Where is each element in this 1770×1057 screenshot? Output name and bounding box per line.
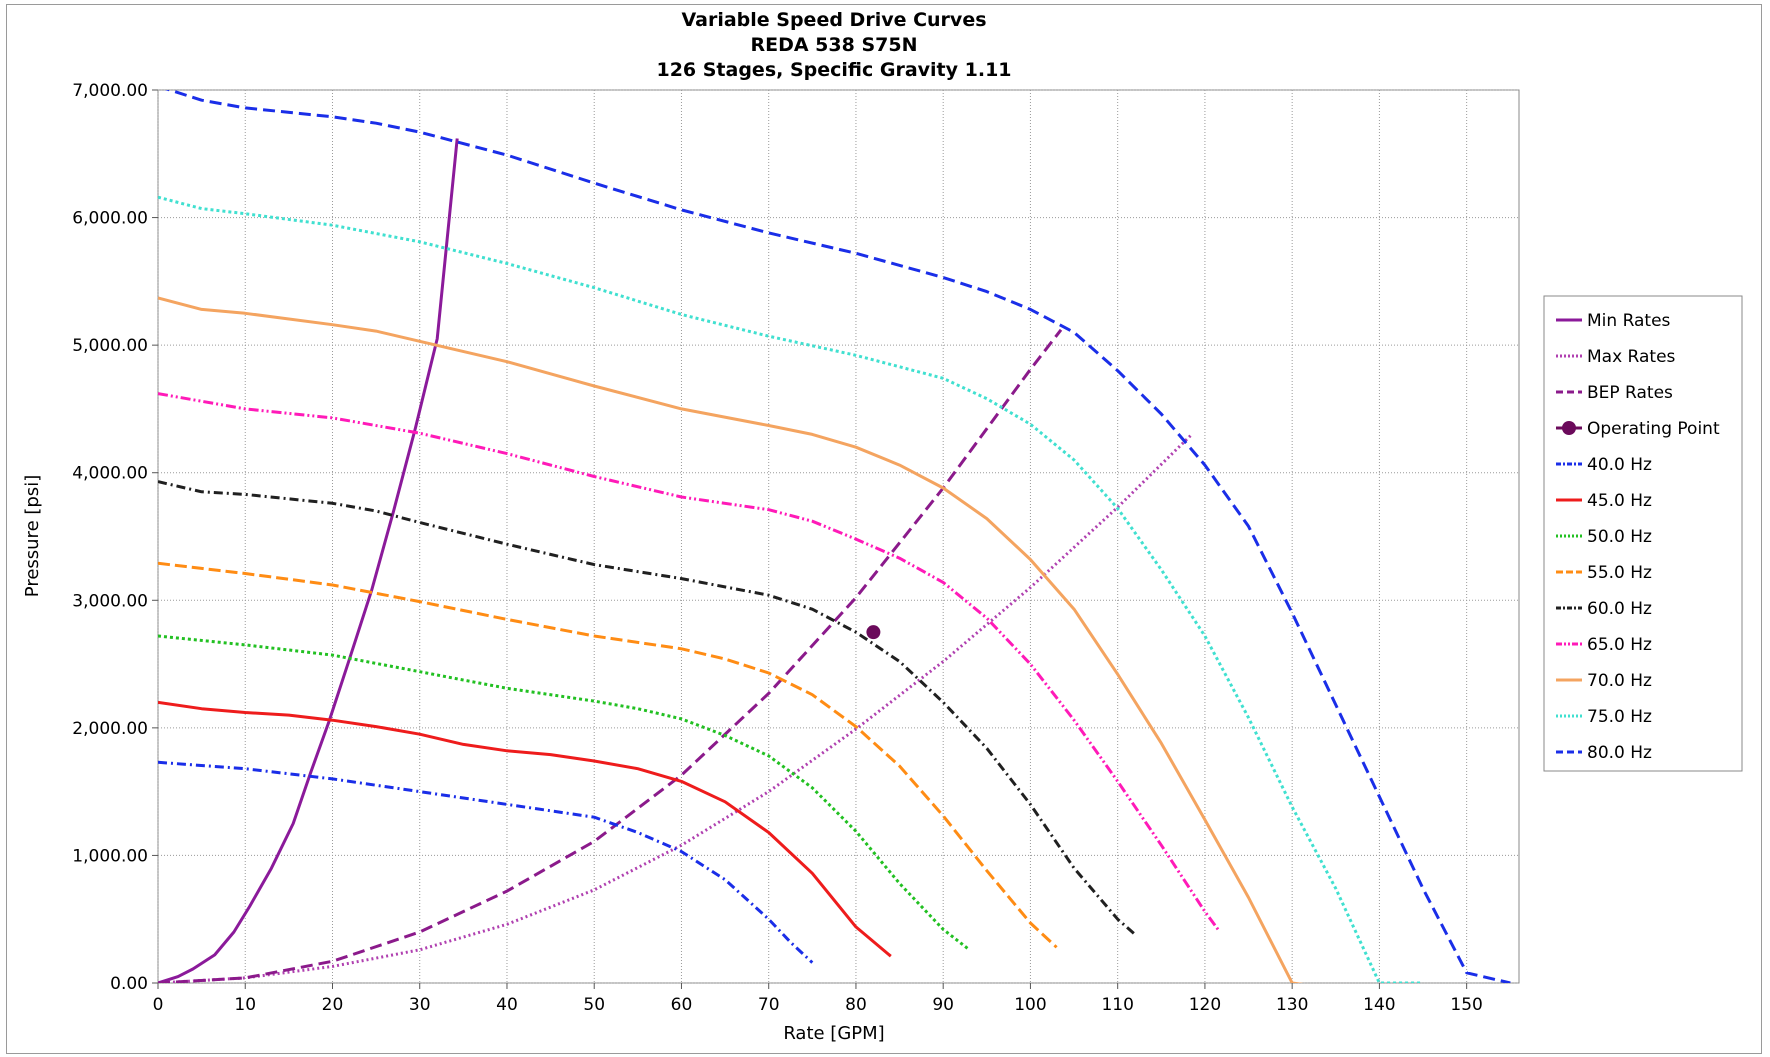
series-max-rates [158, 433, 1193, 983]
legend-label-65-0-hz: 65.0 Hz [1587, 635, 1652, 655]
axes: 0 10 20 30 40 50 60 70 80 90 100 110 120 130 140 150 0.0… [72, 81, 1483, 1015]
series-80-0-hz [164, 90, 1511, 983]
x-axis-label: Rate [GPM] [783, 1023, 884, 1044]
legend-marker-operating-point [1562, 421, 1576, 435]
legend-label-60-0-hz: 60.0 Hz [1587, 599, 1652, 619]
legend-label-40-0-hz: 40.0 Hz [1587, 455, 1652, 475]
x-tick-label: 50 [583, 995, 605, 1015]
x-tick-label: 90 [932, 995, 954, 1015]
y-tick-label: 3,000.00 [72, 591, 148, 611]
x-tick-label: 60 [671, 995, 693, 1015]
y-tick-label: 6,000.00 [72, 209, 148, 229]
x-tick-label: 40 [496, 995, 518, 1015]
series-55-0-hz [158, 561, 1058, 949]
series-60-0-hz [158, 480, 1137, 936]
legend: Min Rates Max Rates BEP Rates Operating Poi… [1543, 295, 1743, 772]
legend-box [1543, 295, 1743, 772]
x-tick-label: 80 [845, 995, 867, 1015]
chart-subtitle-pump: REDA 538 S75N [750, 34, 917, 56]
chart-title: Variable Speed Drive Curves [681, 9, 986, 31]
x-tick-label: 10 [234, 995, 256, 1015]
legend-label-50-0-hz: 50.0 Hz [1587, 527, 1652, 547]
legend-label-bep-rates: BEP Rates [1587, 383, 1673, 403]
y-tick-label: 7,000.00 [72, 81, 148, 101]
plot-area [157, 89, 1520, 984]
y-tick-label: 4,000.00 [72, 464, 148, 484]
x-tick-label: 30 [409, 995, 431, 1015]
y-tick-label: 0.00 [110, 974, 148, 994]
series-50-0-hz [158, 634, 971, 951]
operating-point-layer [866, 625, 881, 640]
legend-label-75-0-hz: 75.0 Hz [1587, 707, 1652, 727]
x-tick-label: 20 [322, 995, 344, 1015]
legend-label-max-rates: Max Rates [1587, 347, 1676, 367]
y-tick-label: 2,000.00 [72, 719, 148, 739]
x-tick-label: 110 [1101, 995, 1133, 1015]
chart-subtitle-stages: 126 Stages, Specific Gravity 1.11 [656, 59, 1011, 81]
legend-label-min-rates: Min Rates [1587, 311, 1671, 331]
x-tick-label: 120 [1189, 995, 1221, 1015]
x-tick-label: 150 [1450, 995, 1482, 1015]
series-40-0-hz [158, 760, 814, 964]
legend-label-operating-point: Operating Point [1587, 419, 1720, 439]
y-axis-label: Pressure [psi] [22, 475, 43, 597]
operating-point-marker [866, 625, 881, 640]
x-tick-label: 130 [1276, 995, 1308, 1015]
series-70-0-hz [158, 296, 1304, 983]
legend-label-70-0-hz: 70.0 Hz [1587, 671, 1652, 691]
series-45-0-hz [158, 700, 892, 958]
x-tick-label: 100 [1014, 995, 1046, 1015]
y-tick-label: 1,000.00 [72, 846, 148, 866]
x-tick-label: 70 [758, 995, 780, 1015]
series-65-0-hz [158, 392, 1220, 931]
series-lines [158, 90, 1511, 983]
x-tick-label: 140 [1363, 995, 1395, 1015]
legend-label-80-0-hz: 80.0 Hz [1587, 743, 1652, 763]
series-min-rates [158, 138, 459, 983]
legend-label-45-0-hz: 45.0 Hz [1587, 491, 1652, 511]
chart-title-group: Variable Speed Drive Curves REDA 538 S75… [656, 9, 1011, 81]
y-tick-label: 5,000.00 [72, 336, 148, 356]
legend-label-55-0-hz: 55.0 Hz [1587, 563, 1652, 583]
x-tick-label: 0 [153, 995, 164, 1015]
